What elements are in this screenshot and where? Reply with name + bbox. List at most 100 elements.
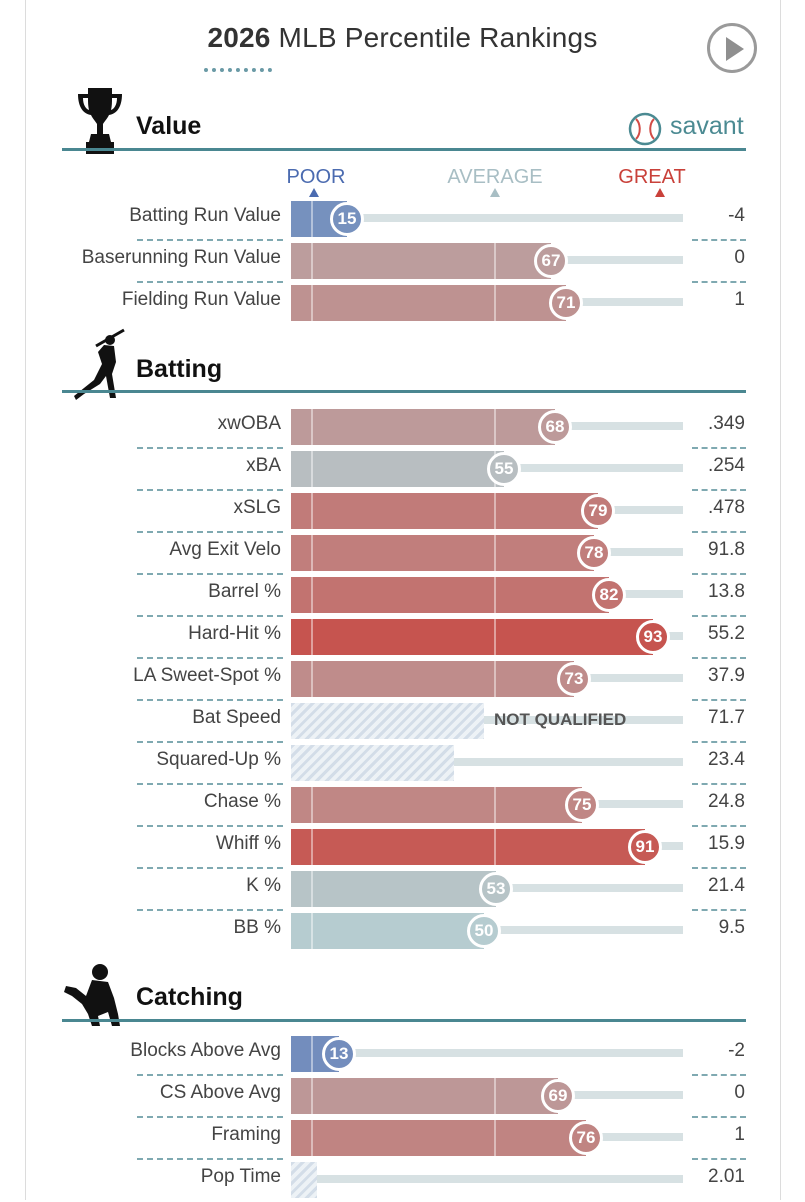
not-qualified-bar bbox=[291, 745, 454, 781]
percentile-bar bbox=[291, 787, 582, 823]
trophy-icon bbox=[78, 88, 122, 154]
title-year: 2026 bbox=[207, 22, 271, 53]
metric-label: BB % bbox=[233, 917, 281, 938]
bar-track bbox=[291, 758, 683, 766]
metric-label: Fielding Run Value bbox=[121, 289, 281, 310]
bar-gridline bbox=[311, 871, 313, 907]
catcher-icon bbox=[64, 964, 120, 1026]
metric-stat-value: 23.4 bbox=[708, 749, 745, 770]
section-title-value: Value bbox=[136, 112, 202, 140]
row-divider bbox=[137, 281, 283, 283]
bar-track bbox=[291, 716, 683, 724]
metric-label: xwOBA bbox=[217, 413, 281, 434]
bar-gridline bbox=[311, 619, 313, 655]
percentile-bar bbox=[291, 1120, 586, 1156]
percentile-bubble: 82 bbox=[592, 578, 626, 612]
metric-stat-value: 21.4 bbox=[708, 875, 745, 896]
metric-stat-value: .254 bbox=[708, 455, 745, 476]
not-qualified-bar bbox=[291, 703, 484, 739]
baseball-icon bbox=[628, 112, 662, 146]
metric-row: Fielding Run Value 71 1 bbox=[0, 281, 805, 325]
row-divider bbox=[137, 1158, 283, 1160]
legend-poor-arrow bbox=[309, 188, 319, 197]
row-divider bbox=[137, 615, 283, 617]
bar-gridline bbox=[494, 1078, 496, 1114]
metric-row: xwOBA 68 .349 bbox=[0, 407, 805, 449]
metric-row: Avg Exit Velo 78 91.8 bbox=[0, 531, 805, 575]
bar-gridline bbox=[311, 1078, 313, 1114]
metric-label: Batting Run Value bbox=[129, 205, 281, 226]
frame-border-right bbox=[780, 0, 781, 1200]
play-button[interactable] bbox=[707, 23, 757, 73]
metric-label: Baserunning Run Value bbox=[81, 247, 281, 268]
metric-label: Chase % bbox=[203, 791, 281, 812]
metric-label: xBA bbox=[246, 455, 281, 476]
row-divider bbox=[137, 489, 283, 491]
bar-track bbox=[291, 1175, 683, 1183]
percentile-bubble: 13 bbox=[322, 1037, 356, 1071]
row-divider bbox=[137, 531, 283, 533]
savant-logo[interactable]: savant bbox=[628, 110, 748, 146]
metric-label: Barrel % bbox=[208, 581, 281, 602]
row-divider bbox=[137, 1074, 283, 1076]
metric-label: CS Above Avg bbox=[159, 1082, 281, 1103]
percentile-bar bbox=[291, 913, 484, 949]
metric-stat-value: 15.9 bbox=[708, 833, 745, 854]
percentile-bubble: 93 bbox=[636, 620, 670, 654]
row-divider bbox=[137, 741, 283, 743]
section-rule-catching bbox=[62, 1019, 746, 1022]
percentile-bubble: 78 bbox=[577, 536, 611, 570]
percentile-bar bbox=[291, 285, 566, 321]
metric-row: Squared-Up % 23.4 bbox=[0, 741, 805, 785]
metric-stat-value: .478 bbox=[708, 497, 745, 518]
metric-row: Framing 76 1 bbox=[0, 1116, 805, 1160]
legend-poor: POOR bbox=[286, 166, 346, 188]
metric-label: Whiff % bbox=[215, 833, 281, 854]
percentile-bar bbox=[291, 661, 574, 697]
bar-gridline bbox=[494, 243, 496, 279]
bar-gridline bbox=[311, 829, 313, 865]
metric-label: Framing bbox=[211, 1124, 281, 1145]
percentile-bar bbox=[291, 409, 555, 445]
metric-stat-value: 0 bbox=[734, 1082, 745, 1103]
row-divider bbox=[137, 699, 283, 701]
metric-stat-value: 71.7 bbox=[708, 707, 745, 728]
title-underline bbox=[204, 68, 272, 72]
row-divider bbox=[692, 867, 746, 869]
row-divider bbox=[692, 531, 746, 533]
metric-row: Chase % 75 24.8 bbox=[0, 783, 805, 827]
row-divider bbox=[692, 239, 746, 241]
metric-row: Pop Time 2.01 bbox=[0, 1158, 805, 1202]
bar-gridline bbox=[311, 787, 313, 823]
metric-label: Pop Time bbox=[200, 1166, 281, 1187]
metric-stat-value: 2.01 bbox=[708, 1166, 745, 1187]
percentile-bar bbox=[291, 1078, 558, 1114]
percentile-bubble: 67 bbox=[534, 244, 568, 278]
metric-label: Avg Exit Velo bbox=[169, 539, 281, 560]
metric-label: xSLG bbox=[233, 497, 281, 518]
bar-gridline bbox=[311, 285, 313, 321]
bar-gridline bbox=[311, 493, 313, 529]
metric-row: Barrel % 82 13.8 bbox=[0, 573, 805, 617]
percentile-bar bbox=[291, 871, 496, 907]
percentile-bar bbox=[291, 535, 594, 571]
percentile-bubble: 76 bbox=[569, 1121, 603, 1155]
bar-gridline bbox=[494, 409, 496, 445]
metric-row: CS Above Avg 69 0 bbox=[0, 1074, 805, 1118]
title-text: MLB Percentile Rankings bbox=[278, 22, 598, 53]
row-divider bbox=[137, 909, 283, 911]
bar-gridline bbox=[494, 285, 496, 321]
metric-stat-value: 37.9 bbox=[708, 665, 745, 686]
row-divider bbox=[137, 573, 283, 575]
bar-gridline bbox=[494, 661, 496, 697]
bar-gridline bbox=[494, 787, 496, 823]
metric-stat-value: 1 bbox=[734, 1124, 745, 1145]
metric-stat-value: .349 bbox=[708, 413, 745, 434]
row-divider bbox=[137, 239, 283, 241]
section-rule-batting bbox=[62, 390, 746, 393]
row-divider bbox=[692, 1116, 746, 1118]
metric-stat-value: 0 bbox=[734, 247, 745, 268]
metric-row: Hard-Hit % 93 55.2 bbox=[0, 615, 805, 659]
legend-average-arrow bbox=[490, 188, 500, 197]
percentile-bubble: 79 bbox=[581, 494, 615, 528]
